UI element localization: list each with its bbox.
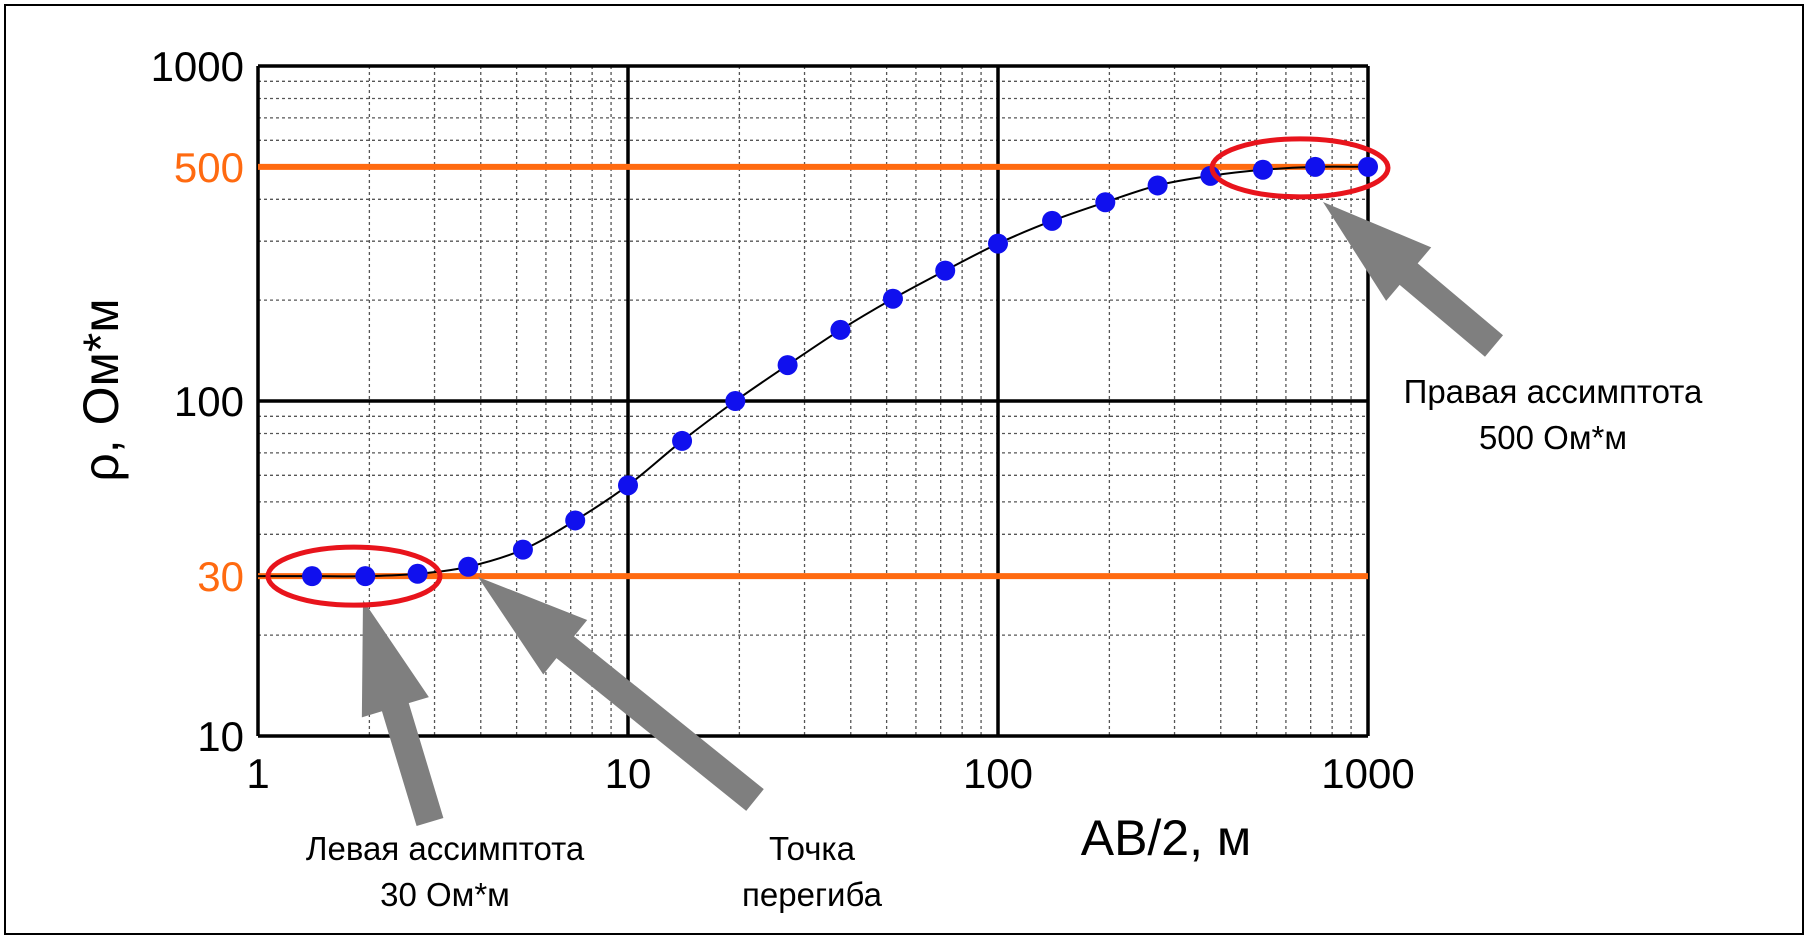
data-point xyxy=(565,510,586,531)
data-point xyxy=(988,233,1008,254)
figure-frame xyxy=(4,4,1804,935)
major-grid xyxy=(256,64,1370,738)
highlight-ellipses xyxy=(265,136,1391,608)
data-point xyxy=(618,475,638,496)
inflection-label-line2: перегиба xyxy=(742,876,883,913)
data-point xyxy=(935,260,956,281)
data-point xyxy=(407,563,428,584)
y-tick-label: 1000 xyxy=(151,43,244,90)
asymptote-lines xyxy=(258,163,1368,580)
y-axis-label: ρ, Ом*м xyxy=(73,298,129,481)
inflection-arrow xyxy=(478,577,764,811)
left-asymptote-arrow xyxy=(361,600,444,827)
right-asymptote-arrow xyxy=(1323,202,1504,357)
x-tick-label: 10 xyxy=(605,750,652,797)
data-point xyxy=(777,355,798,376)
y-tick-label: 100 xyxy=(174,378,244,425)
right-asymptote-label-line2: 500 Ом*м xyxy=(1479,419,1627,456)
data-point xyxy=(882,288,903,309)
data-point xyxy=(302,566,323,587)
data-point xyxy=(512,539,533,560)
left-asymptote-label-line2: 30 Ом*м xyxy=(380,876,510,913)
left-asymptote-highlight xyxy=(265,544,443,608)
annotation-arrows xyxy=(361,202,1504,827)
x-tick-label: 100 xyxy=(963,750,1033,797)
curve-layer xyxy=(258,165,1369,578)
data-point xyxy=(1095,192,1116,213)
asymptote-tick-label: 30 xyxy=(197,553,244,600)
inflection-label-line1: Точка xyxy=(769,830,856,867)
data-point xyxy=(672,430,693,451)
data-points xyxy=(302,156,1378,587)
x-tick-label: 1000 xyxy=(1321,750,1414,797)
right-asymptote-label-line1: Правая ассимптота xyxy=(1404,373,1703,410)
data-point xyxy=(1147,175,1168,196)
data-point xyxy=(1358,156,1378,177)
data-point xyxy=(830,319,851,340)
data-point xyxy=(355,566,376,587)
data-point xyxy=(1200,165,1221,186)
x-tick-label: 1 xyxy=(246,750,269,797)
data-point xyxy=(1252,159,1273,180)
data-point xyxy=(1042,210,1063,231)
data-point xyxy=(725,391,746,411)
y-tick-label: 10 xyxy=(197,713,244,760)
left-asymptote-label-line1: Левая ассимптота xyxy=(306,830,585,867)
right-asymptote-highlight xyxy=(1209,136,1391,200)
ves-curve xyxy=(258,165,1369,578)
data-point xyxy=(458,556,479,577)
asymptote-tick-label: 500 xyxy=(174,144,244,191)
data-point xyxy=(1305,156,1326,177)
x-axis-label: AB/2, м xyxy=(1081,810,1252,866)
